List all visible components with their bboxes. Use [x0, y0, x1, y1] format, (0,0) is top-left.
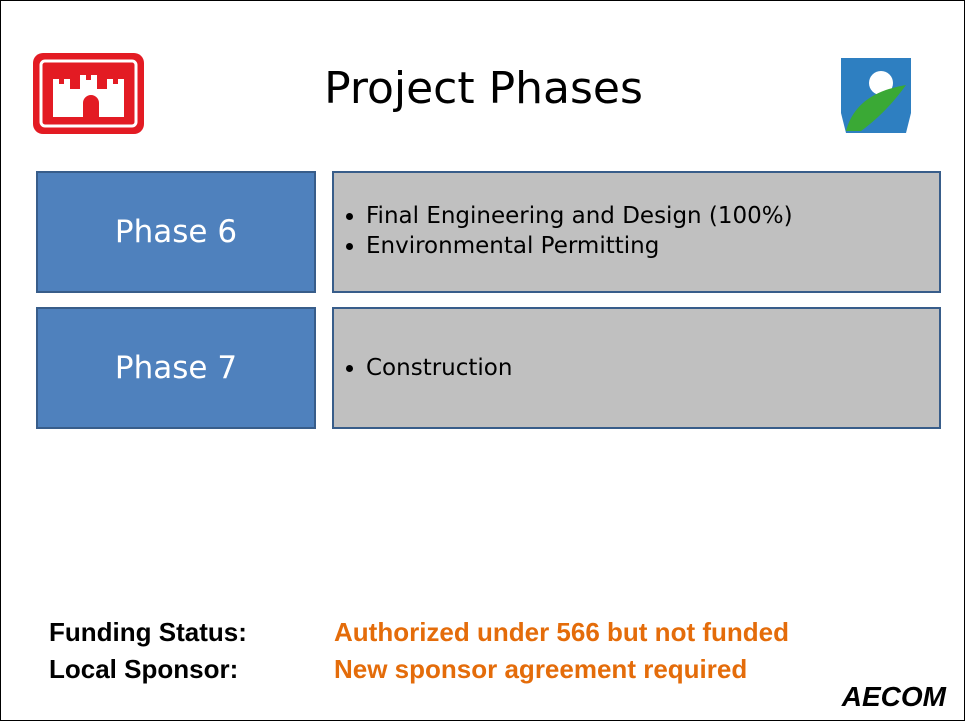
phase-desc: Construction: [332, 307, 941, 429]
state-logo: [841, 58, 911, 133]
title: Project Phases: [324, 63, 643, 114]
item: Final Engineering and Design (100%): [366, 201, 939, 231]
phase-box: Phase 6: [36, 171, 316, 293]
phase-box: Phase 7: [36, 307, 316, 429]
status-label: Local Sponsor:: [49, 654, 239, 684]
item: Construction: [366, 353, 939, 383]
usace-logo: [33, 53, 144, 134]
status-label: Funding Status:: [49, 617, 247, 647]
item: Environmental Permitting: [366, 231, 939, 261]
aecom-logo: AECOM: [841, 681, 946, 712]
status-value: New sponsor agreement required: [334, 654, 748, 684]
status-value: Authorized under 566 but not funded: [334, 617, 789, 647]
phase-desc: Final Engineering and Design (100%)Envir…: [332, 171, 941, 293]
